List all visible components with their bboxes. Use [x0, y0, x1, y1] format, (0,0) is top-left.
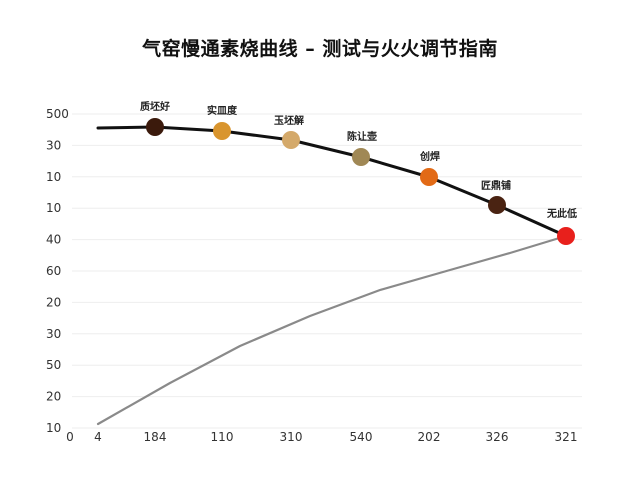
marker-point	[557, 227, 575, 245]
series-line-black	[96, 125, 568, 238]
y-tick-label: 30	[46, 138, 61, 152]
y-tick-label: 60	[46, 264, 61, 278]
y-tick-label: 20	[46, 390, 61, 404]
x-tick-label: 0	[66, 430, 74, 444]
y-tick-label: 10	[46, 421, 61, 435]
marker-point	[420, 168, 438, 186]
marker-label: 实皿度	[207, 104, 238, 117]
y-tick-label: 30	[46, 327, 61, 341]
y-tick-label: 10	[46, 201, 61, 215]
marker-point	[282, 131, 300, 149]
marker-label: 质坯好	[140, 100, 170, 113]
x-tick-label: 202	[418, 430, 441, 444]
y-tick-label: 500	[46, 107, 69, 121]
marker-point	[352, 148, 370, 166]
x-tick-label: 310	[280, 430, 303, 444]
y-tick-label: 40	[46, 233, 61, 247]
x-tick-label: 326	[486, 430, 509, 444]
series-line-grey	[96, 234, 568, 426]
marker-point	[213, 122, 231, 140]
x-tick-label: 184	[144, 430, 167, 444]
marker-point	[488, 196, 506, 214]
marker-point	[146, 118, 164, 136]
y-tick-label: 10	[46, 170, 61, 184]
x-tick-label: 540	[350, 430, 373, 444]
chart-title: 气窑慢通素烧曲线 – 测试与火火调节指南	[142, 38, 498, 60]
marker-label: 无此低	[546, 207, 577, 220]
x-tick-label: 321	[555, 430, 578, 444]
marker-label: 创焊	[419, 150, 440, 163]
x-tick-label: 110	[211, 430, 234, 444]
y-tick-label: 50	[46, 358, 61, 372]
y-tick-label: 20	[46, 295, 61, 309]
marker-label: 匠鼎铺	[481, 179, 511, 192]
marker-label: 陈让壶	[347, 130, 377, 143]
x-tick-label: 4	[94, 430, 102, 444]
marker-label: 玉坯解	[274, 114, 304, 127]
